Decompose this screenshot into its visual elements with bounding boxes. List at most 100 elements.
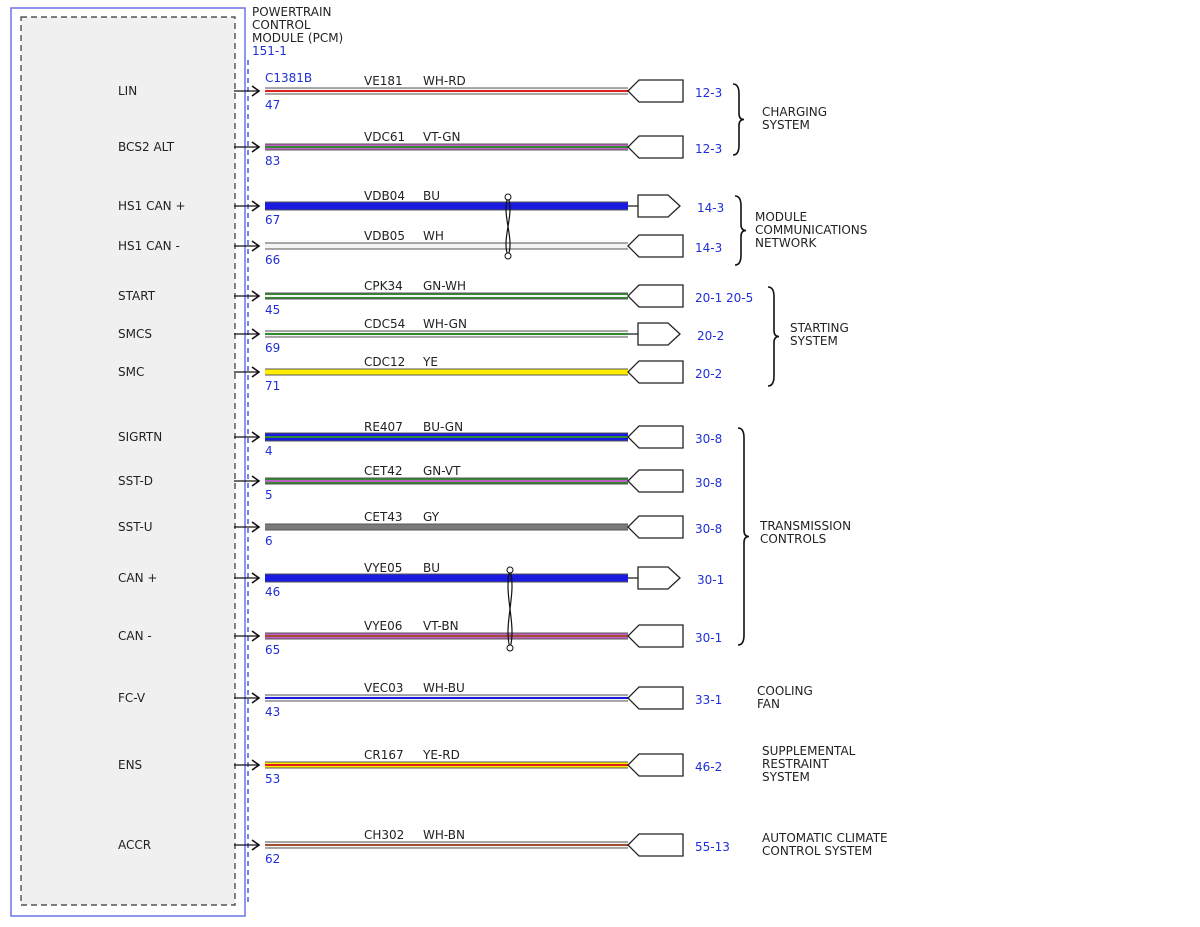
wire: [265, 477, 628, 485]
circuit-row: SST-D 5 CET42 GN-VT 30-8: [118, 464, 722, 502]
wire-color-code: GN-VT: [423, 464, 461, 478]
signal-label: SIGRTN: [118, 430, 162, 444]
connector-terminal-icon: [637, 194, 681, 218]
page-reference: 20-1 20-5: [695, 291, 753, 305]
wire-stripe-color: [265, 480, 628, 482]
pin-arrow-icon: [251, 839, 261, 851]
connector-terminal-icon: [627, 686, 684, 710]
module-title-line-3: MODULE (PCM): [252, 31, 343, 45]
wire-color-code: GN-WH: [423, 279, 466, 293]
pin-arrow-icon: [251, 85, 261, 97]
signal-label: SMC: [118, 365, 144, 379]
pin-arrow-icon: [251, 366, 261, 378]
connector-terminal-icon: [627, 284, 684, 308]
pin-arrow-icon: [251, 200, 261, 212]
wire: [265, 330, 628, 338]
pin-arrow-icon: [251, 475, 261, 487]
signal-label: HS1 CAN +: [118, 199, 186, 213]
wire-stripe-color: [265, 697, 628, 699]
circuit-id: CET43: [364, 510, 403, 524]
wire-stripe-color: [265, 90, 628, 92]
circuit-id: CDC12: [364, 355, 405, 369]
page-reference: 30-1: [695, 631, 722, 645]
twisted-pair-line: [505, 196, 511, 257]
group-label-line: SUPPLEMENTAL: [762, 744, 856, 758]
circuit-row: FC-V 43 VEC03 WH-BU 33-1: [118, 681, 722, 719]
pin-number: 83: [265, 154, 280, 168]
wire: [265, 761, 628, 769]
connector-terminal-icon: [627, 79, 684, 103]
twisted-pair-line: [507, 569, 513, 649]
circuit-id: CR167: [364, 748, 404, 762]
wire-stripe-color: [265, 844, 628, 846]
wire-stripe-color: [265, 436, 628, 438]
wire: [265, 694, 628, 702]
wire: [265, 242, 628, 250]
pin-number: 67: [265, 213, 280, 227]
group-label-line: FAN: [757, 697, 780, 711]
wire: [265, 368, 628, 376]
signal-label: FC-V: [118, 691, 146, 705]
wire-color-code: YE-RD: [422, 748, 460, 762]
page-reference: 12-3: [695, 86, 722, 100]
signal-label: CAN +: [118, 571, 157, 585]
wire: [265, 143, 628, 151]
group-label-line: MODULE: [755, 210, 807, 224]
circuit-id: CDC54: [364, 317, 405, 331]
pin-number: 6: [265, 534, 273, 548]
wire-base-color: [265, 369, 628, 375]
wire: [265, 632, 628, 640]
signal-label: LIN: [118, 84, 137, 98]
wire-color-code: WH-RD: [423, 74, 466, 88]
circuit-row: CAN - 65 VYE06 VT-BN 30-1: [118, 619, 722, 657]
group-label-line: COMMUNICATIONS: [755, 223, 867, 237]
circuit-id: VDB05: [364, 229, 405, 243]
connector-terminal-icon: [637, 566, 681, 590]
circuit-id: VYE06: [364, 619, 402, 633]
pin-number: 69: [265, 341, 280, 355]
wire: [265, 841, 628, 849]
circuit-row: HS1 CAN + 67 VDB04 BU 14-3: [118, 189, 724, 227]
signal-label: SMCS: [118, 327, 152, 341]
twisted-pair-end: [504, 252, 512, 260]
circuit-id: VYE05: [364, 561, 402, 575]
group-label-line: STARTING: [790, 321, 849, 335]
twisted-pair-end: [504, 193, 512, 201]
circuit-list: LIN 47 VE181 WH-RD 12-3 BCS2 ALT 83 VDC61 VT-GN 1…: [118, 74, 753, 866]
circuit-row: SMCS 69 CDC54 WH-GN 20-2: [118, 317, 724, 355]
circuit-row: BCS2 ALT 83 VDC61 VT-GN 12-3: [118, 130, 722, 168]
wire-stripe-color: [265, 295, 628, 297]
signal-label: SST-U: [118, 520, 153, 534]
wire-color-code: YE: [422, 355, 438, 369]
page-reference: 30-8: [695, 476, 722, 490]
signal-label: SST-D: [118, 474, 153, 488]
pin-number: 66: [265, 253, 280, 267]
connector-id: C1381B: [265, 71, 312, 85]
signal-label: ACCR: [118, 838, 151, 852]
group-label-line: RESTRAINT: [762, 757, 829, 771]
group-label-line: NETWORK: [755, 236, 818, 250]
connector-terminal-icon: [627, 753, 684, 777]
wire-color-code: WH-BN: [423, 828, 465, 842]
pin-arrow-icon: [251, 290, 261, 302]
group-label-line: CONTROL SYSTEM: [762, 844, 872, 858]
group-brace: [737, 427, 750, 646]
wire: [265, 573, 628, 583]
circuit-id: VEC03: [364, 681, 403, 695]
wire-color-code: VT-BN: [423, 619, 459, 633]
group-label-line: CONTROLS: [760, 532, 826, 546]
wire-stripe-color: [265, 764, 628, 766]
pin-arrow-icon: [251, 630, 261, 642]
group-labels: CHARGINGSYSTEMMODULECOMMUNICATIONSNETWOR…: [755, 105, 888, 858]
twisted-pair-markers: [504, 193, 514, 652]
wire-color-code: WH-BU: [423, 681, 465, 695]
connector-terminal-icon: [627, 833, 684, 857]
wire: [265, 87, 628, 95]
signal-label: HS1 CAN -: [118, 239, 180, 253]
group-brace: [732, 83, 745, 156]
pin-number: 65: [265, 643, 280, 657]
